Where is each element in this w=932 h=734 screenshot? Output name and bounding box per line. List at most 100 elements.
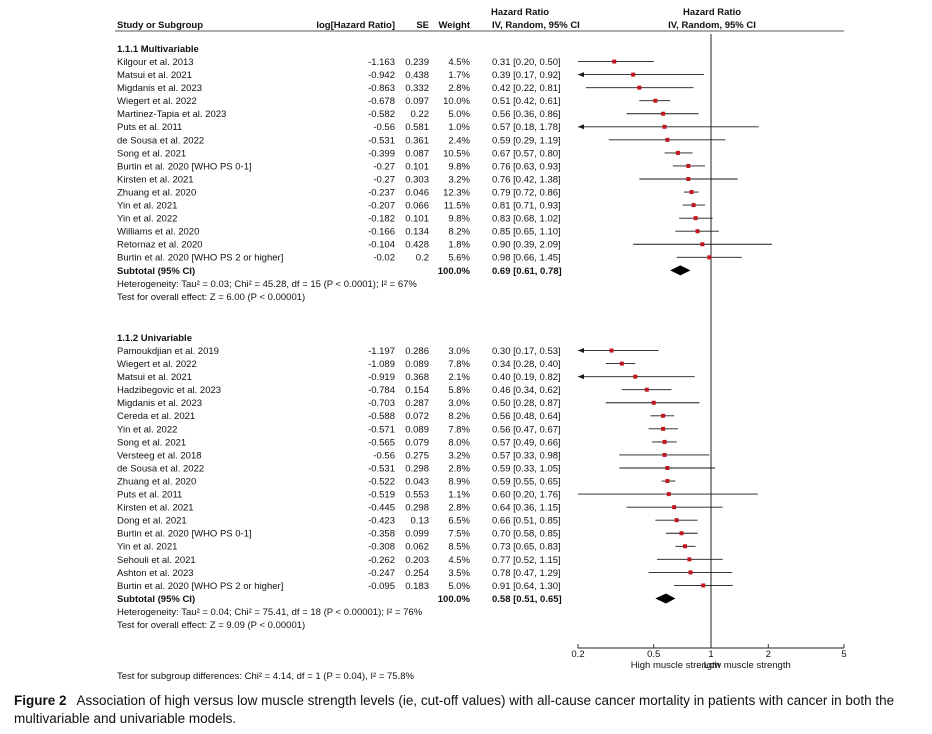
group2-study-19-se: 0.183	[405, 581, 429, 592]
group2-study-6-se: 0.072	[405, 411, 429, 422]
group2-study-16-ci: 0.73 [0.65, 0.83]	[492, 542, 561, 553]
group2-study-3-log-hr: -0.919	[368, 372, 395, 383]
group2-study-5-log-hr: -0.703	[368, 398, 395, 409]
x-tick-label-3: 1	[708, 649, 713, 660]
group1-study-13-ci: 0.83 [0.68, 1.02]	[492, 214, 561, 225]
group2-study-12-weight: 1.1%	[448, 490, 470, 501]
group2-study-17-ci: 0.77 [0.52, 1.15]	[492, 555, 561, 566]
group1-study-8-se: 0.087	[405, 148, 429, 159]
group1-study-10-weight: 3.2%	[448, 174, 470, 185]
group1-study-16-ci: 0.98 [0.66, 1.45]	[492, 253, 561, 264]
group2-study-6-weight: 8.2%	[448, 411, 470, 422]
group1-study-14-log-hr: -0.166	[368, 227, 395, 238]
group1-study-4-name: Wiegert et al. 2022	[117, 96, 197, 107]
group2-study-7-ci: 0.56 [0.47, 0.67]	[492, 424, 561, 435]
group2-study-13-log-hr: -0.445	[368, 503, 395, 514]
group2-study-4-log-hr: -0.784	[368, 385, 395, 396]
group1-study-16-name: Burtin et al. 2020 [WHO PS 2 or higher]	[117, 253, 283, 264]
group1-study-5-name: Martinez-Tapia et al. 2023	[117, 109, 226, 120]
group2-study-7-log-hr: -0.571	[368, 424, 395, 435]
group1-subtotal-weight: 100.0%	[438, 266, 471, 277]
group1-study-6-se: 0.581	[405, 122, 429, 133]
group2-study-6-log-hr: -0.588	[368, 411, 395, 422]
group2-study-18-weight: 3.5%	[448, 568, 470, 579]
group1-study-13-weight: 9.8%	[448, 214, 470, 225]
x-label-left: High muscle strength	[631, 660, 720, 671]
group1-study-10-name: Kirsten et al. 2021	[117, 174, 194, 185]
group1-study-2-weight: 1.7%	[448, 70, 470, 81]
group2-study-2-point	[619, 361, 624, 366]
group1-study-1-log-hr: -1.163	[368, 57, 395, 68]
group1-study-15-name: Retornaz et al. 2020	[117, 240, 203, 251]
group1-study-8-weight: 10.5%	[443, 148, 470, 159]
group2-study-1-name: Pamoukdjian et al. 2019	[117, 346, 219, 357]
group1-study-5-weight: 5.0%	[448, 109, 470, 120]
group2-study-14-name: Dong et al. 2021	[117, 516, 187, 527]
group2-study-11-weight: 8.9%	[448, 476, 470, 487]
group2-study-3-name: Matsui et al. 2021	[117, 372, 192, 383]
group2-study-3-weight: 2.1%	[448, 372, 470, 383]
group2-study-14-log-hr: -0.423	[368, 516, 395, 527]
header-se: SE	[416, 20, 429, 31]
group1-study-11-name: Zhuang et al. 2020	[117, 187, 196, 198]
group2-study-16-point	[682, 544, 687, 549]
group1-study-12-ci: 0.81 [0.71, 0.93]	[492, 201, 561, 212]
x-label-right: Low muscle strength	[704, 660, 791, 671]
group1-study-15-se: 0.428	[405, 240, 429, 251]
group2-study-12-ci: 0.60 [0.20, 1.76]	[492, 490, 561, 501]
group2-study-8-se: 0.079	[405, 437, 429, 448]
group2-study-13-weight: 2.8%	[448, 503, 470, 514]
group1-study-4-ci: 0.51 [0.42, 0.61]	[492, 96, 561, 107]
group1-study-2-ci: 0.39 [0.17, 0.92]	[492, 70, 561, 81]
group1-study-12-log-hr: -0.207	[368, 201, 395, 212]
group2-study-11-ci: 0.59 [0.55, 0.65]	[492, 476, 561, 487]
group2-heterogeneity: Heterogeneity: Tau² = 0.04; Chi² = 75.41…	[117, 607, 423, 618]
group1-study-15-ci: 0.90 [0.39, 2.09]	[492, 240, 561, 251]
group2-study-16-se: 0.062	[405, 542, 429, 553]
group2-study-5-se: 0.287	[405, 398, 429, 409]
group2-study-5-point	[651, 400, 656, 405]
group2-study-19-weight: 5.0%	[448, 581, 470, 592]
group2-study-16-log-hr: -0.308	[368, 542, 395, 553]
group1-study-13-name: Yin et al. 2022	[117, 214, 177, 225]
group1-study-1-weight: 4.5%	[448, 57, 470, 68]
group1-study-16-weight: 5.6%	[448, 253, 470, 264]
group1-study-8-name: Song et al. 2021	[117, 148, 186, 159]
group2-study-1-log-hr: -1.197	[368, 346, 395, 357]
group1-study-11-weight: 12.3%	[443, 187, 470, 198]
group1-subtotal-label: Subtotal (95% CI)	[117, 266, 195, 277]
group2-study-1-point	[609, 348, 614, 353]
group2-study-3-ci-arrow	[578, 374, 584, 380]
group1-subtotal-diamond	[670, 265, 691, 276]
group1-study-13-point	[693, 216, 698, 221]
group2-study-16-weight: 8.5%	[448, 542, 470, 553]
group1-study-15-point	[700, 242, 705, 247]
group2-study-9-ci: 0.57 [0.33, 0.98]	[492, 450, 561, 461]
group1-study-7-ci: 0.59 [0.29, 1.19]	[492, 135, 561, 146]
group1-overall-effect: Test for overall effect: Z = 6.00 (P < 0…	[117, 292, 305, 303]
group1-study-8-ci: 0.67 [0.57, 0.80]	[492, 148, 561, 159]
group2-study-14-point	[674, 518, 679, 523]
group2-study-15-weight: 7.5%	[448, 529, 470, 540]
group2-study-10-se: 0.298	[405, 463, 429, 474]
group1-study-10-se: 0.303	[405, 174, 429, 185]
group2-study-15-point	[679, 531, 684, 536]
group1-study-16-se: 0.2	[416, 253, 429, 264]
group1-study-5-log-hr: -0.582	[368, 109, 395, 120]
group1-study-4-point	[653, 98, 658, 103]
group1-study-8-log-hr: -0.399	[368, 148, 395, 159]
group1-study-14-ci: 0.85 [0.65, 1.10]	[492, 227, 561, 238]
group2-study-7-se: 0.089	[405, 424, 429, 435]
group2-study-17-name: Sehouli et al. 2021	[117, 555, 196, 566]
group1-subtotal-ci: 0.69 [0.61, 0.78]	[492, 266, 562, 277]
group1-heterogeneity: Heterogeneity: Tau² = 0.03; Chi² = 45.28…	[117, 279, 417, 290]
group2-study-9-point	[662, 452, 667, 457]
group2-study-10-log-hr: -0.531	[368, 463, 395, 474]
group1-study-12-se: 0.066	[405, 201, 429, 212]
group2-subtotal-label: Subtotal (95% CI)	[117, 594, 195, 605]
group1-study-14-name: Williams et al. 2020	[117, 227, 199, 238]
group2-study-9-se: 0.275	[405, 450, 429, 461]
figure-caption: Figure 2 Association of high versus low m…	[14, 692, 926, 728]
group1-study-3-se: 0.332	[405, 83, 429, 94]
group2-study-15-log-hr: -0.358	[368, 529, 395, 540]
